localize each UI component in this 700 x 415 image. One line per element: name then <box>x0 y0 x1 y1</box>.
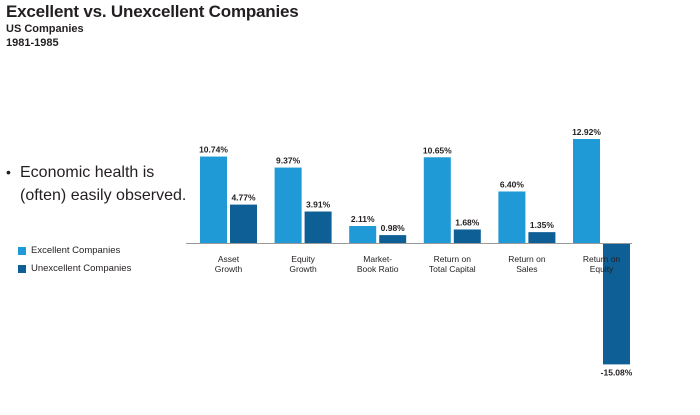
chart-title: Excellent vs. Unexcellent Companies <box>6 2 299 21</box>
legend-swatch-excellent <box>18 247 26 255</box>
data-label-excellent-1: 9.37% <box>276 156 301 166</box>
bullet-symbol: • <box>6 164 11 180</box>
bar-unexcellent-5 <box>603 243 630 365</box>
bar-unexcellent-0 <box>230 204 257 243</box>
bar-excellent-1 <box>274 167 302 243</box>
category-label-3-1: Total Capital <box>429 264 476 274</box>
bar-unexcellent-4 <box>528 232 556 243</box>
data-label-excellent-0: 10.74% <box>199 145 228 155</box>
bar-excellent-3 <box>423 157 451 243</box>
bar-unexcellent-3 <box>453 229 481 243</box>
category-label-3-0: Return on <box>434 254 472 264</box>
category-label-0-1: Growth <box>215 264 243 274</box>
category-label-4-1: Sales <box>516 264 537 274</box>
bar-excellent-2 <box>349 226 377 243</box>
category-label-2-0: Market- <box>363 254 392 264</box>
data-label-unexcellent-0: 4.77% <box>231 193 256 203</box>
bar-excellent-0 <box>200 156 227 243</box>
data-label-excellent-5: 12.92% <box>572 127 601 137</box>
data-label-excellent-2: 2.11% <box>351 214 375 224</box>
data-label-excellent-3: 10.65% <box>423 145 452 155</box>
data-label-excellent-4: 6.40% <box>500 179 525 189</box>
legend-label-excellent: Excellent Companies <box>31 245 121 256</box>
chart-period: 1981-1985 <box>6 37 59 49</box>
category-label-1-0: Equity <box>291 254 315 264</box>
category-label-5-0: Return on <box>583 254 621 264</box>
bar-excellent-4 <box>498 191 526 243</box>
category-label-2-1: Book Ratio <box>357 264 399 274</box>
bar-excellent-5 <box>573 139 600 243</box>
bullet-text: Economic health is (often) easily observ… <box>20 164 187 204</box>
data-label-unexcellent-5: -15.08% <box>601 367 633 377</box>
data-label-unexcellent-2: 0.98% <box>381 223 406 233</box>
category-label-0-0: Asset <box>218 254 240 264</box>
data-label-unexcellent-1: 3.91% <box>306 200 331 210</box>
chart-subtitle: US Companies <box>6 23 84 35</box>
category-label-1-1: Growth <box>289 264 317 274</box>
data-label-unexcellent-4: 1.35% <box>530 220 555 230</box>
category-label-5-1: Equity <box>590 264 614 274</box>
bar-unexcellent-1 <box>304 211 332 243</box>
data-label-unexcellent-3: 1.68% <box>455 217 480 227</box>
legend-label-unexcellent: Unexcellent Companies <box>31 263 132 274</box>
legend-swatch-unexcellent <box>18 265 26 273</box>
category-label-4-0: Return on <box>508 254 546 264</box>
bar-unexcellent-2 <box>379 235 407 243</box>
